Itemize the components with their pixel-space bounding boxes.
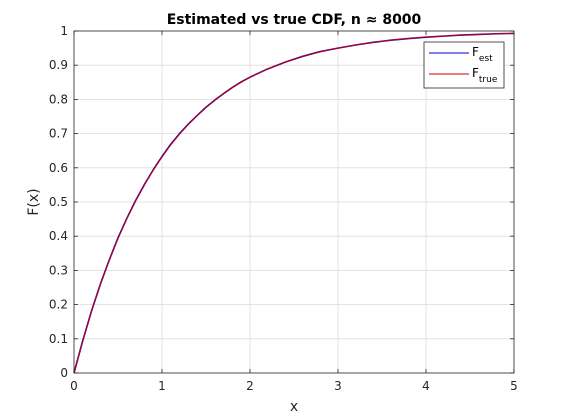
x-tick-label: 5 xyxy=(510,379,518,393)
legend-label-est: Fest xyxy=(472,45,493,64)
y-tick-label: 0.4 xyxy=(49,229,68,243)
x-tick-label: 0 xyxy=(70,379,78,393)
y-tick-label: 0.5 xyxy=(49,195,68,209)
legend-box xyxy=(423,41,505,89)
axis-ticks: 0 1 2 3 4 5 0 0.1 0.2 0.3 0.4 0.5 0.6 0.7 0.8 0.9 1 xyxy=(49,24,518,393)
y-tick-label: 0.7 xyxy=(49,127,68,141)
y-axis-label: F(x) xyxy=(26,188,42,215)
y-tick-label: 0.3 xyxy=(49,263,68,277)
x-tick-label: 2 xyxy=(246,379,254,393)
grid-lines xyxy=(73,30,515,374)
legend-label-true: Ftrue xyxy=(472,66,498,85)
y-tick-label: 0.1 xyxy=(49,332,68,346)
x-tick-label: 1 xyxy=(158,379,166,393)
legend: Fest Ftrue xyxy=(423,41,505,89)
y-tick-label: 1 xyxy=(60,24,68,38)
y-tick-label: 0.8 xyxy=(49,92,68,106)
series-line-true xyxy=(73,32,515,374)
x-axis-label: x xyxy=(290,399,298,415)
x-tick-label: 3 xyxy=(334,379,342,393)
y-tick-label: 0.9 xyxy=(49,58,68,72)
series-lines xyxy=(73,32,515,374)
y-tick-label: 0.6 xyxy=(49,161,68,175)
chart-title: Estimated vs true CDF, n ≈ 8000 xyxy=(167,12,422,28)
y-tick-label: 0.2 xyxy=(49,298,68,312)
x-tick-label: 4 xyxy=(422,379,430,393)
y-tick-label: 0 xyxy=(60,366,68,380)
